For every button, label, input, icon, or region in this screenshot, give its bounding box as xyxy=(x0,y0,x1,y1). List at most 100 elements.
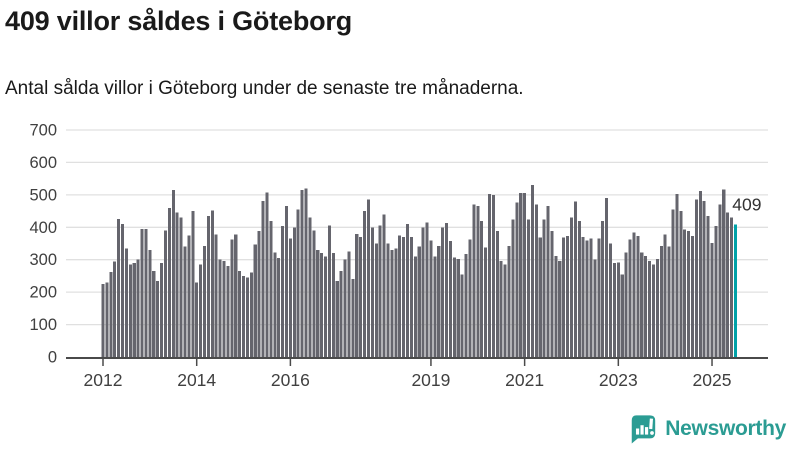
bar xyxy=(597,238,601,357)
bar xyxy=(288,238,292,357)
bar xyxy=(327,225,331,357)
bar xyxy=(491,194,495,357)
bar xyxy=(257,230,261,357)
bar xyxy=(534,204,538,357)
bar xyxy=(234,234,238,357)
bar xyxy=(324,256,328,357)
bar xyxy=(566,236,570,357)
y-axis-tick-label: 600 xyxy=(29,154,57,172)
bar xyxy=(683,229,687,357)
bar xyxy=(370,227,374,357)
bar xyxy=(195,282,199,357)
bar xyxy=(117,219,121,357)
bar xyxy=(366,199,370,357)
highlight-bar xyxy=(733,224,737,357)
bar xyxy=(636,236,640,357)
bar xyxy=(546,205,550,357)
chart-subtitle: Antal sålda villor i Göteborg under de s… xyxy=(5,78,524,99)
y-axis-tick-label: 100 xyxy=(29,316,57,334)
bar xyxy=(530,185,534,357)
bar xyxy=(210,210,214,357)
bar xyxy=(612,262,616,357)
bar xyxy=(706,215,710,357)
bar xyxy=(292,227,296,357)
bar xyxy=(160,262,164,357)
bar xyxy=(417,246,421,357)
bar xyxy=(569,217,574,357)
bar xyxy=(437,246,441,357)
bar xyxy=(542,219,546,357)
bar xyxy=(648,261,652,357)
bar xyxy=(167,207,171,357)
bar xyxy=(687,231,691,357)
bar xyxy=(359,237,363,357)
bar xyxy=(421,227,425,357)
newsworthy-attribution[interactable]: Newsworthy xyxy=(628,413,786,444)
bar xyxy=(460,274,464,357)
bar xyxy=(484,247,488,357)
highlight-label: 409 xyxy=(732,194,761,214)
bar xyxy=(690,236,695,357)
bar xyxy=(538,237,542,357)
bar xyxy=(261,201,265,357)
bar xyxy=(628,239,632,357)
bar xyxy=(339,271,343,357)
bar xyxy=(374,243,378,357)
bar xyxy=(296,209,300,357)
x-axis-tick-label: 2023 xyxy=(599,370,638,390)
bar xyxy=(284,205,289,357)
y-axis-tick-label: 400 xyxy=(29,219,57,237)
bar xyxy=(199,264,203,357)
bar xyxy=(245,277,249,357)
bar xyxy=(480,221,484,357)
bar xyxy=(386,243,390,357)
bar xyxy=(694,199,698,357)
bar xyxy=(456,259,460,357)
bar xyxy=(651,264,655,357)
bar xyxy=(550,231,554,357)
bar xyxy=(710,242,714,357)
bar xyxy=(124,248,128,357)
bar xyxy=(577,220,581,357)
bar xyxy=(355,233,359,357)
bar xyxy=(445,222,449,357)
bar xyxy=(519,193,523,357)
bar xyxy=(675,194,679,357)
bar xyxy=(343,259,347,357)
bar xyxy=(335,280,339,357)
bar xyxy=(726,212,730,357)
bar xyxy=(511,219,515,357)
bar xyxy=(605,198,609,357)
bar xyxy=(620,274,624,357)
bar xyxy=(452,257,456,357)
bar xyxy=(495,231,499,357)
bar xyxy=(398,235,402,357)
bar xyxy=(409,237,413,357)
bar xyxy=(441,227,445,357)
bar xyxy=(671,209,675,357)
bar xyxy=(663,234,667,357)
bar xyxy=(218,259,222,357)
bar xyxy=(148,249,152,357)
bar xyxy=(140,228,144,357)
bar xyxy=(468,239,472,357)
bar xyxy=(304,188,308,357)
bar xyxy=(171,189,175,357)
y-axis-tick-label: 200 xyxy=(29,284,57,302)
bar xyxy=(183,246,187,357)
bar xyxy=(331,253,335,357)
y-axis-tick-label: 500 xyxy=(29,186,57,204)
bar xyxy=(175,212,179,357)
bar xyxy=(558,261,562,357)
bar xyxy=(573,201,577,357)
bar xyxy=(515,202,519,357)
bar xyxy=(527,219,531,357)
bar xyxy=(581,237,585,357)
bar xyxy=(128,264,132,357)
bar xyxy=(718,204,722,357)
bar xyxy=(433,256,437,357)
bar xyxy=(320,253,324,357)
bar xyxy=(222,261,226,357)
bar xyxy=(230,239,234,357)
